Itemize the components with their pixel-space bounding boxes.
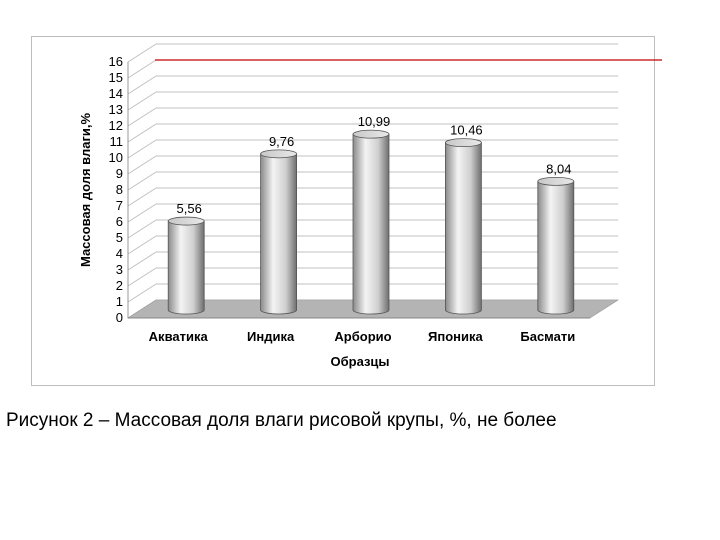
bar-top [352, 129, 390, 139]
gridline-side [127, 123, 157, 143]
y-tick-label: 6 [116, 214, 123, 229]
gridline-side [127, 139, 157, 159]
gridline-side [127, 59, 157, 79]
bar [537, 176, 575, 315]
y-tick-label: 1 [116, 294, 123, 309]
y-tick-label: 12 [109, 118, 123, 133]
gridline-side [127, 251, 157, 271]
gridline-side [127, 155, 157, 175]
data-label: 8,04 [546, 161, 571, 176]
x-tick-label: Басмати [520, 329, 575, 344]
gridline-side [127, 107, 157, 127]
data-label: 9,76 [269, 134, 294, 149]
y-tick-label: 10 [109, 150, 123, 165]
y-tick-label: 16 [109, 54, 123, 69]
bar-top [537, 176, 575, 186]
y-tick-label: 14 [109, 86, 123, 101]
x-tick-label: Японика [428, 329, 483, 344]
figure-caption: Рисунок 2 – Массовая доля влаги рисовой … [6, 410, 557, 431]
data-label: 10,46 [450, 123, 483, 138]
x-axis-title: Образцы [330, 354, 389, 369]
x-tick-label: Индика [247, 329, 295, 344]
bar-top [167, 216, 205, 226]
y-tick-label: 0 [116, 310, 123, 325]
y-tick-label: 8 [116, 182, 123, 197]
data-label: 5,56 [177, 201, 202, 216]
y-tick-label: 9 [116, 166, 123, 181]
gridline-side [127, 187, 157, 207]
bar-body [537, 180, 575, 315]
x-tick-label: Арборио [334, 329, 391, 344]
bar [260, 149, 298, 315]
bar-body [167, 220, 205, 315]
gridline-side [127, 43, 157, 63]
bar [167, 216, 205, 315]
gridline-side [127, 267, 157, 287]
bar [444, 138, 482, 315]
y-tick-label: 2 [116, 278, 123, 293]
y-tick-label: 7 [116, 198, 123, 213]
bar-body [445, 142, 482, 315]
y-tick-label: 5 [116, 230, 123, 245]
gridline-side [127, 203, 157, 223]
gridline-side [127, 75, 157, 95]
gridline-side [127, 235, 157, 255]
bar-body [352, 133, 390, 315]
bar-body [260, 153, 297, 315]
gridline-side [127, 171, 157, 191]
data-label: 10,99 [358, 114, 391, 129]
bar-top [444, 138, 482, 148]
moisture-bar-chart: 0123456789101112131415165,56Акватика9,76… [78, 43, 662, 369]
y-tick-label: 11 [110, 134, 124, 149]
y-tick-label: 4 [116, 246, 123, 261]
gridline-side [127, 91, 157, 111]
y-tick-label: 13 [109, 102, 123, 117]
bar [352, 129, 390, 315]
y-tick-label: 15 [109, 70, 123, 85]
y-tick-label: 3 [116, 262, 123, 277]
y-axis-title: Массовая доля влаги,% [78, 113, 93, 268]
gridline-side [127, 219, 157, 239]
gridline-side [127, 283, 157, 303]
x-tick-label: Акватика [149, 329, 209, 344]
bar-top [260, 149, 298, 159]
